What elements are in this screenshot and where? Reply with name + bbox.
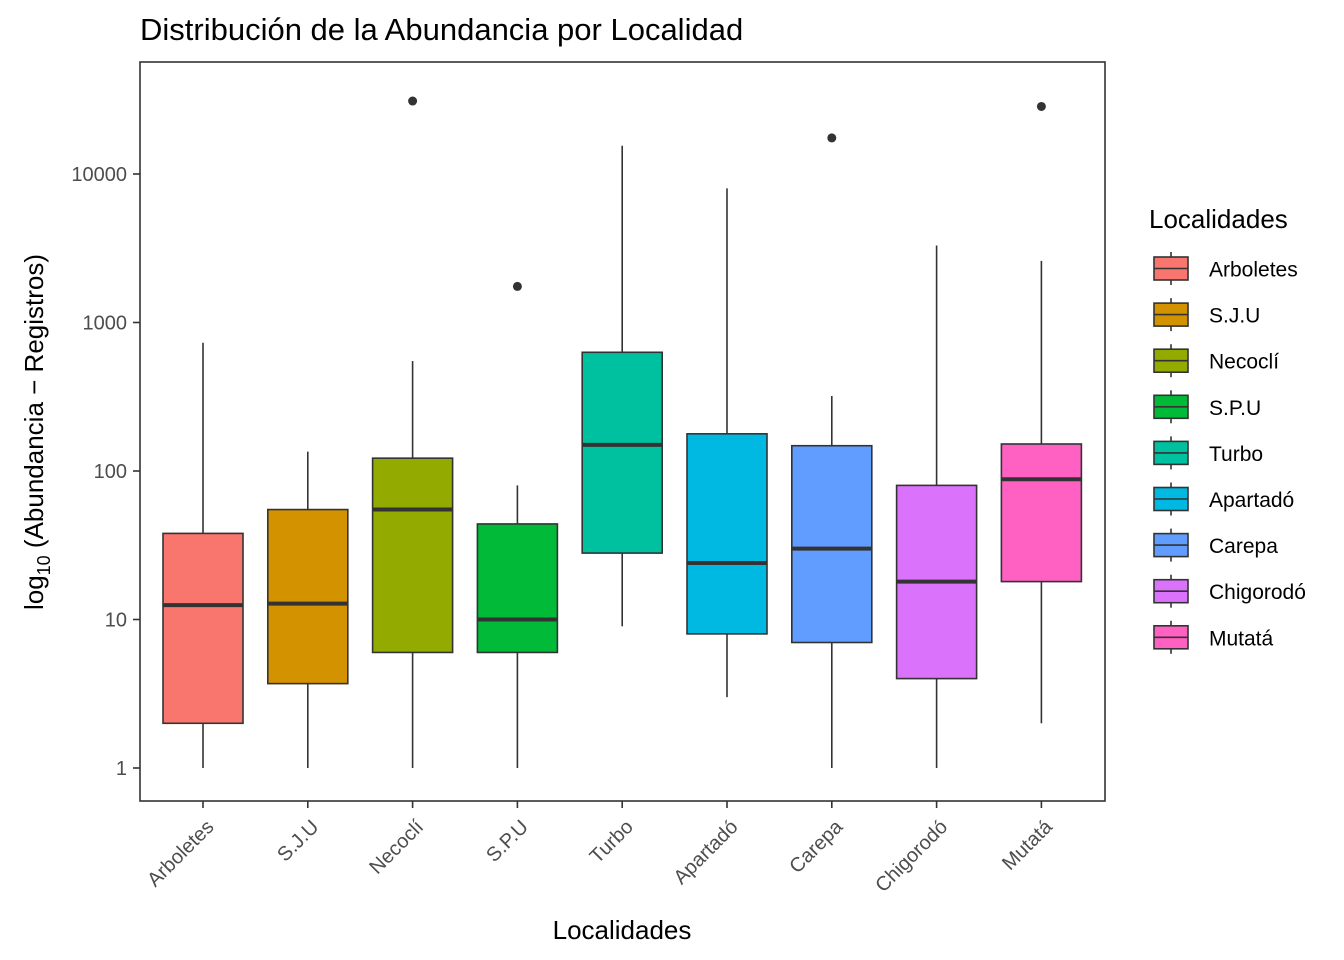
box-group [162,342,244,768]
legend-label: S.P.U [1209,397,1261,420]
outlier-point [827,133,837,143]
legend-label: Chigorodó [1209,581,1306,604]
box-iqr [162,532,244,725]
box-iqr [581,351,664,554]
x-tick-label: S.P.U [482,816,533,867]
y-axis-title-rest: (Abundancia − Registros) [19,254,49,555]
legend-label: Arboletes [1209,259,1298,282]
y-tick-label: 10 [105,610,127,632]
legend-label: Apartadó [1209,489,1294,512]
y-tick-label: 1000 [83,313,128,335]
legend-item: Mutatá [1153,620,1274,654]
box-group [371,96,454,768]
x-tick-label: Turbo [586,816,638,868]
plot-area [162,96,1083,768]
outlier-point [1036,101,1046,111]
box-group [686,188,768,698]
x-tick-label: Necoclí [365,816,428,879]
y-tick-label: 10000 [71,164,127,186]
x-tick-label: S.J.U [273,816,323,866]
box-group [1000,101,1083,724]
legend-item: S.P.U [1153,390,1261,424]
legend-title: Localidades [1149,204,1288,234]
legend-item: Arboletes [1153,252,1298,285]
legend-label: S.J.U [1209,305,1260,328]
x-tick-label: Arboletes [143,816,218,891]
box-group [476,281,559,768]
legend-label: Necoclí [1209,351,1279,374]
box-iqr [476,523,559,654]
x-tick-label: Chigorodó [871,816,952,897]
y-axis: 1 10 100 1000 10000 [71,164,140,780]
y-axis-title-subscript: 10 [34,555,54,575]
box-iqr [266,508,349,685]
legend-label: Mutatá [1209,627,1274,650]
legend-item: Necoclí [1153,344,1279,378]
y-tick-label: 100 [94,461,127,483]
x-tick-label: Mutatá [998,815,1057,874]
box-group [266,451,349,768]
x-axis: Arboletes S.J.U Necoclí S.P.U Turbo Apartadó C… [143,801,1058,897]
legend-label: Carepa [1209,535,1278,558]
legend-item: Apartadó [1153,482,1294,516]
box-group [895,245,978,768]
legend-item: S.J.U [1153,298,1260,332]
legend-item: Turbo [1153,436,1263,470]
x-axis-title: Localidades [553,915,692,945]
legend-item: Chigorodó [1153,574,1306,608]
box-group [790,133,873,768]
legend-item: Carepa [1153,528,1278,562]
legend-label: Turbo [1209,443,1263,466]
chart-title: Distribución de la Abundancia por Locali… [140,12,743,47]
box-iqr [686,433,768,635]
outlier-point [408,96,418,106]
outlier-point [512,281,522,291]
box-iqr [1000,443,1083,583]
box-iqr [371,457,454,654]
y-axis-title-prefix: log [19,575,49,610]
x-tick-label: Apartadó [670,816,743,889]
y-axis-title: log10 (Abundancia − Registros) [19,254,54,610]
box-iqr [790,444,873,644]
x-tick-label: Carepa [785,815,848,878]
y-tick-label: 1 [116,758,127,780]
legend: Localidades Arboletes S.J.U Necoclí S.P.U Tu… [1149,204,1306,654]
box-group [581,145,664,627]
